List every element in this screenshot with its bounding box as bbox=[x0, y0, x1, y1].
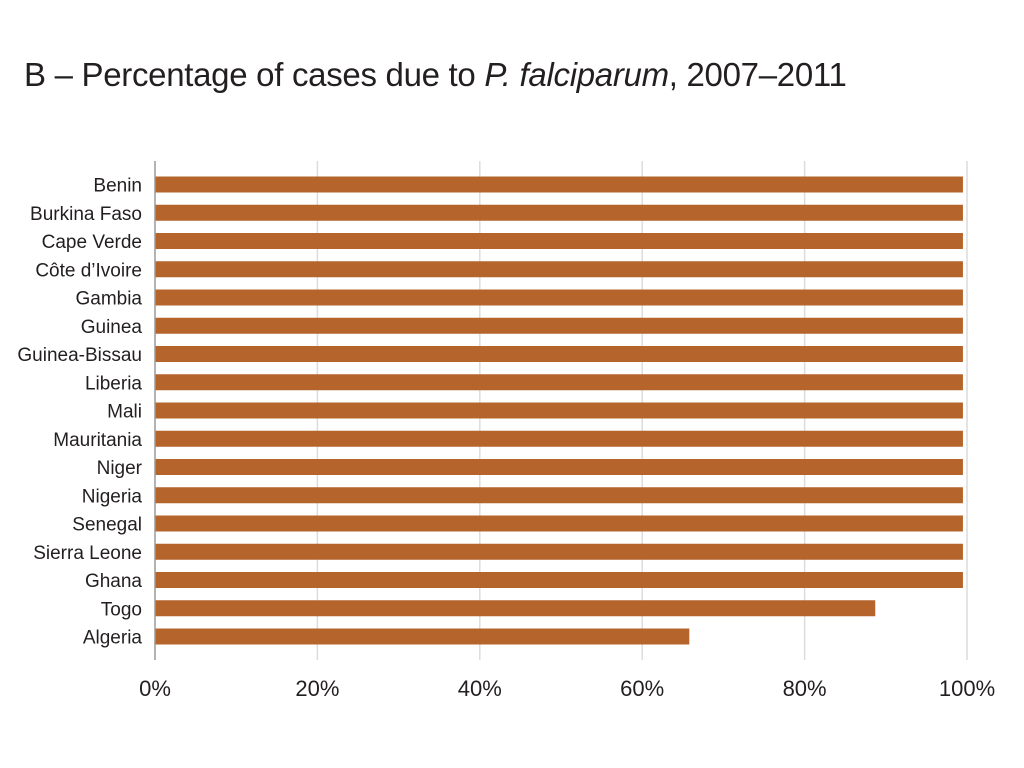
bar bbox=[155, 459, 963, 475]
category-label: Guinea bbox=[81, 317, 143, 338]
bar bbox=[155, 204, 963, 221]
bar bbox=[155, 346, 963, 362]
chart-title-prefix: B – Percentage of cases due to bbox=[24, 56, 485, 93]
category-label: Ghana bbox=[85, 571, 142, 592]
x-tick-label: 0% bbox=[139, 676, 171, 701]
category-label: Togo bbox=[101, 599, 142, 620]
x-tick-label: 60% bbox=[620, 676, 664, 701]
category-label: Mali bbox=[107, 402, 142, 423]
bar bbox=[155, 233, 963, 249]
category-label: Guinea-Bissau bbox=[17, 345, 142, 366]
bar bbox=[155, 628, 690, 645]
x-tick-label: 20% bbox=[295, 676, 339, 701]
x-tick-label: 100% bbox=[939, 676, 995, 701]
bars bbox=[155, 176, 963, 645]
category-label: Niger bbox=[97, 458, 143, 479]
category-label: Mauritania bbox=[53, 430, 142, 451]
category-label: Sierra Leone bbox=[33, 543, 142, 564]
bar bbox=[155, 176, 963, 193]
x-tick-labels: 0% 20% 40% 60% 80% 100% bbox=[139, 676, 995, 701]
category-labels: Benin Burkina Faso Cape Verde Côte d’Ivoire… bbox=[17, 176, 142, 649]
bar bbox=[155, 430, 963, 447]
x-tick-label: 40% bbox=[458, 676, 502, 701]
category-label: Algeria bbox=[83, 628, 143, 649]
chart-title: B – Percentage of cases due to P. falcip… bbox=[24, 56, 847, 94]
bar bbox=[155, 402, 963, 419]
category-label: Gambia bbox=[75, 289, 142, 310]
category-label: Cape Verde bbox=[42, 232, 142, 253]
category-label: Senegal bbox=[72, 515, 142, 536]
category-label: Liberia bbox=[85, 373, 142, 394]
category-label: Côte d’Ivoire bbox=[35, 260, 142, 281]
bar bbox=[155, 487, 963, 504]
bar bbox=[155, 374, 963, 391]
chart-title-suffix: , 2007–2011 bbox=[668, 56, 847, 93]
bar bbox=[155, 289, 963, 306]
chart-title-species: P. falciparum bbox=[484, 56, 669, 93]
bar bbox=[155, 317, 963, 334]
x-tick-label: 80% bbox=[783, 676, 827, 701]
bar bbox=[155, 543, 963, 560]
category-label: Benin bbox=[93, 176, 142, 197]
category-label: Nigeria bbox=[82, 486, 143, 507]
category-label: Burkina Faso bbox=[30, 204, 142, 225]
bar bbox=[155, 261, 963, 278]
bar bbox=[155, 572, 963, 588]
bar bbox=[155, 600, 876, 617]
bar bbox=[155, 515, 963, 532]
